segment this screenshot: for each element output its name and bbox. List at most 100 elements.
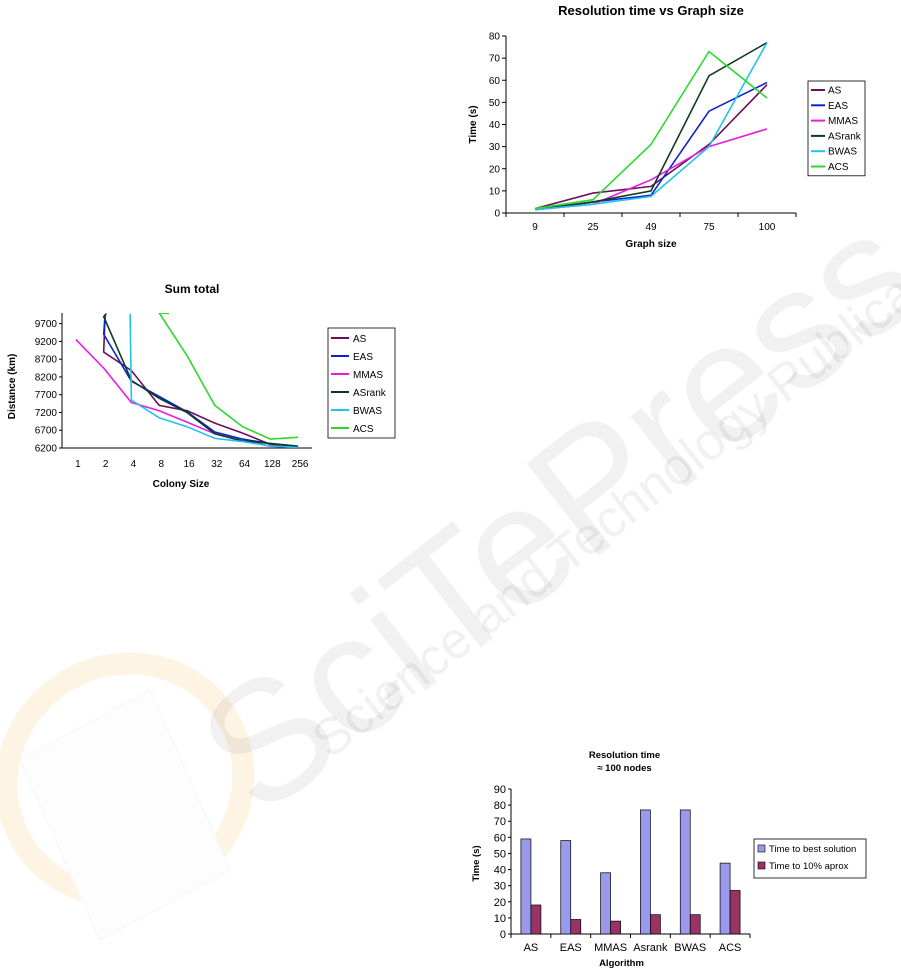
chart-title: Resolution time <box>589 750 660 761</box>
watermark-ring <box>0 652 255 908</box>
legend-label-acs: ACS <box>828 162 849 173</box>
y-tick-label: 70 <box>494 816 506 828</box>
y-tick-label: 7700 <box>35 390 58 401</box>
y-tick-label: 7200 <box>35 408 58 419</box>
y-tick-label: 20 <box>489 164 501 175</box>
legend-label-as: AS <box>828 86 842 97</box>
chart-title: Sum total <box>165 282 220 296</box>
series-line-bwas <box>534 42 768 211</box>
y-tick-label: 80 <box>489 32 501 43</box>
series-line-asrank <box>534 41 768 211</box>
legend-swatch-time-to-best-solution <box>757 844 766 853</box>
legend-swatch-time-to-10-aprox <box>757 861 766 870</box>
x-tick-label: 9 <box>532 222 538 233</box>
x-tick-label: 64 <box>239 459 251 470</box>
legend-label-bwas: BWAS <box>353 406 382 417</box>
resolution-time-vs-graph-size-chart: Resolution time vs Graph size 0 10 20 30 40 50… <box>455 0 885 260</box>
y-axis-label: Distance (km) <box>7 354 18 420</box>
legend-label-time-to-best-solution: Time to best solution <box>769 844 856 855</box>
y-tick-label: 0 <box>500 929 506 941</box>
y-tick-label: 8200 <box>35 372 58 383</box>
legend-label-eas: EAS <box>828 101 848 112</box>
y-tick-label: 80 <box>494 800 506 812</box>
bar-time-to-best-solution-eas <box>560 840 572 935</box>
legend-label-time-to-10-aprox: Time to 10% aprox <box>769 861 849 872</box>
x-tick-label: MMAS <box>594 942 627 954</box>
legend-label-eas: EAS <box>353 352 373 363</box>
y-tick-label: 90 <box>494 784 506 796</box>
legend-box <box>753 838 867 879</box>
bar-time-to-10-aprox-acs <box>729 890 741 935</box>
y-tick-label: 50 <box>494 848 506 860</box>
x-tick-label: 75 <box>703 222 715 233</box>
bar-time-to-best-solution-mmas <box>600 872 611 935</box>
y-tick-label: 20 <box>494 897 506 909</box>
x-tick-label: EAS <box>560 942 582 954</box>
y-tick-label: 60 <box>494 832 506 844</box>
x-axis-label: Algorithm <box>599 958 644 969</box>
resolution-time-100-nodes-chart: Resolution time ≈ 100 nodes 0 10 20 30 40 50 60 7… <box>460 740 880 979</box>
y-tick-label: 6200 <box>35 444 58 455</box>
x-tick-label: 2 <box>103 459 109 470</box>
bar-time-to-best-solution-acs <box>719 862 731 935</box>
x-tick-label: ACS <box>719 942 742 954</box>
watermark-page-shape <box>18 688 232 942</box>
legend-label-acs: ACS <box>353 424 374 435</box>
x-tick-label: 32 <box>211 459 223 470</box>
series-line-mmas <box>534 128 768 211</box>
bar-time-to-10-aprox-eas <box>570 919 582 935</box>
legend-box <box>807 80 866 177</box>
y-axis-label: Time (s) <box>468 105 479 143</box>
bar-time-to-10-aprox-asrank <box>650 914 661 935</box>
y-tick-label: 40 <box>494 865 506 877</box>
x-tick-label: 25 <box>587 222 599 233</box>
series-line-as <box>102 314 299 448</box>
x-tick-label: BWAS <box>674 942 706 954</box>
legend-box <box>327 327 396 439</box>
legend-label-asrank: ASrank <box>353 388 387 399</box>
y-tick-label: 10 <box>489 186 501 197</box>
y-tick-label: 60 <box>489 76 501 87</box>
y-tick-label: 10 <box>494 913 506 925</box>
y-tick-label: 50 <box>489 98 501 109</box>
legend-label-mmas: MMAS <box>828 116 858 127</box>
chart1-svg: Resolution time vs Graph size 0 10 20 30 40 50… <box>468 3 866 250</box>
chart-title: Resolution time vs Graph size <box>558 3 744 18</box>
x-tick-label: Asrank <box>633 942 668 954</box>
series-line-as <box>534 84 768 210</box>
y-tick-label: 30 <box>489 142 501 153</box>
x-axis-label: Colony Size <box>153 479 210 490</box>
x-tick-label: AS <box>524 942 539 954</box>
y-axis-label: Time (s) <box>471 845 482 881</box>
sum-total-chart: Sum total 6200 6700 7200 7700 8200 8700 9200 970… <box>0 275 400 500</box>
x-tick-label: 100 <box>759 222 776 233</box>
x-tick-label: 16 <box>183 459 195 470</box>
y-tick-label: 40 <box>489 120 501 131</box>
y-tick-label: 0 <box>494 209 500 220</box>
series-line-acs <box>158 313 299 440</box>
series-line-asrank <box>102 313 299 447</box>
y-tick-label: 6700 <box>35 426 58 437</box>
chart2-svg: Sum total 6200 6700 7200 7700 8200 8700 9200 970… <box>7 282 396 490</box>
bar-time-to-best-solution-bwas <box>679 809 691 935</box>
bar-time-to-10-aprox-as <box>530 904 542 935</box>
bar-time-to-10-aprox-bwas <box>689 914 701 935</box>
x-tick-label: 1 <box>75 459 81 470</box>
bar-time-to-best-solution-asrank <box>640 809 651 935</box>
series-line-acs <box>534 50 768 210</box>
bar-time-to-best-solution-as <box>520 838 532 935</box>
x-tick-label: 8 <box>158 459 164 470</box>
legend-label-as: AS <box>353 334 367 345</box>
x-tick-label: 49 <box>645 222 657 233</box>
y-tick-label: 30 <box>494 881 506 893</box>
y-tick-label: 9200 <box>35 337 58 348</box>
chart2-series-group <box>75 313 299 448</box>
x-axis-label: Graph size <box>625 239 677 250</box>
chart3-svg: Resolution time ≈ 100 nodes 0 10 20 30 40 50 60 7… <box>471 750 867 969</box>
x-tick-label: 4 <box>131 459 137 470</box>
legend-label-asrank: ASrank <box>828 131 862 142</box>
series-line-bwas <box>129 313 299 448</box>
x-tick-label: 128 <box>264 459 281 470</box>
legend-label-bwas: BWAS <box>828 147 857 158</box>
y-tick-label: 8700 <box>35 355 58 366</box>
